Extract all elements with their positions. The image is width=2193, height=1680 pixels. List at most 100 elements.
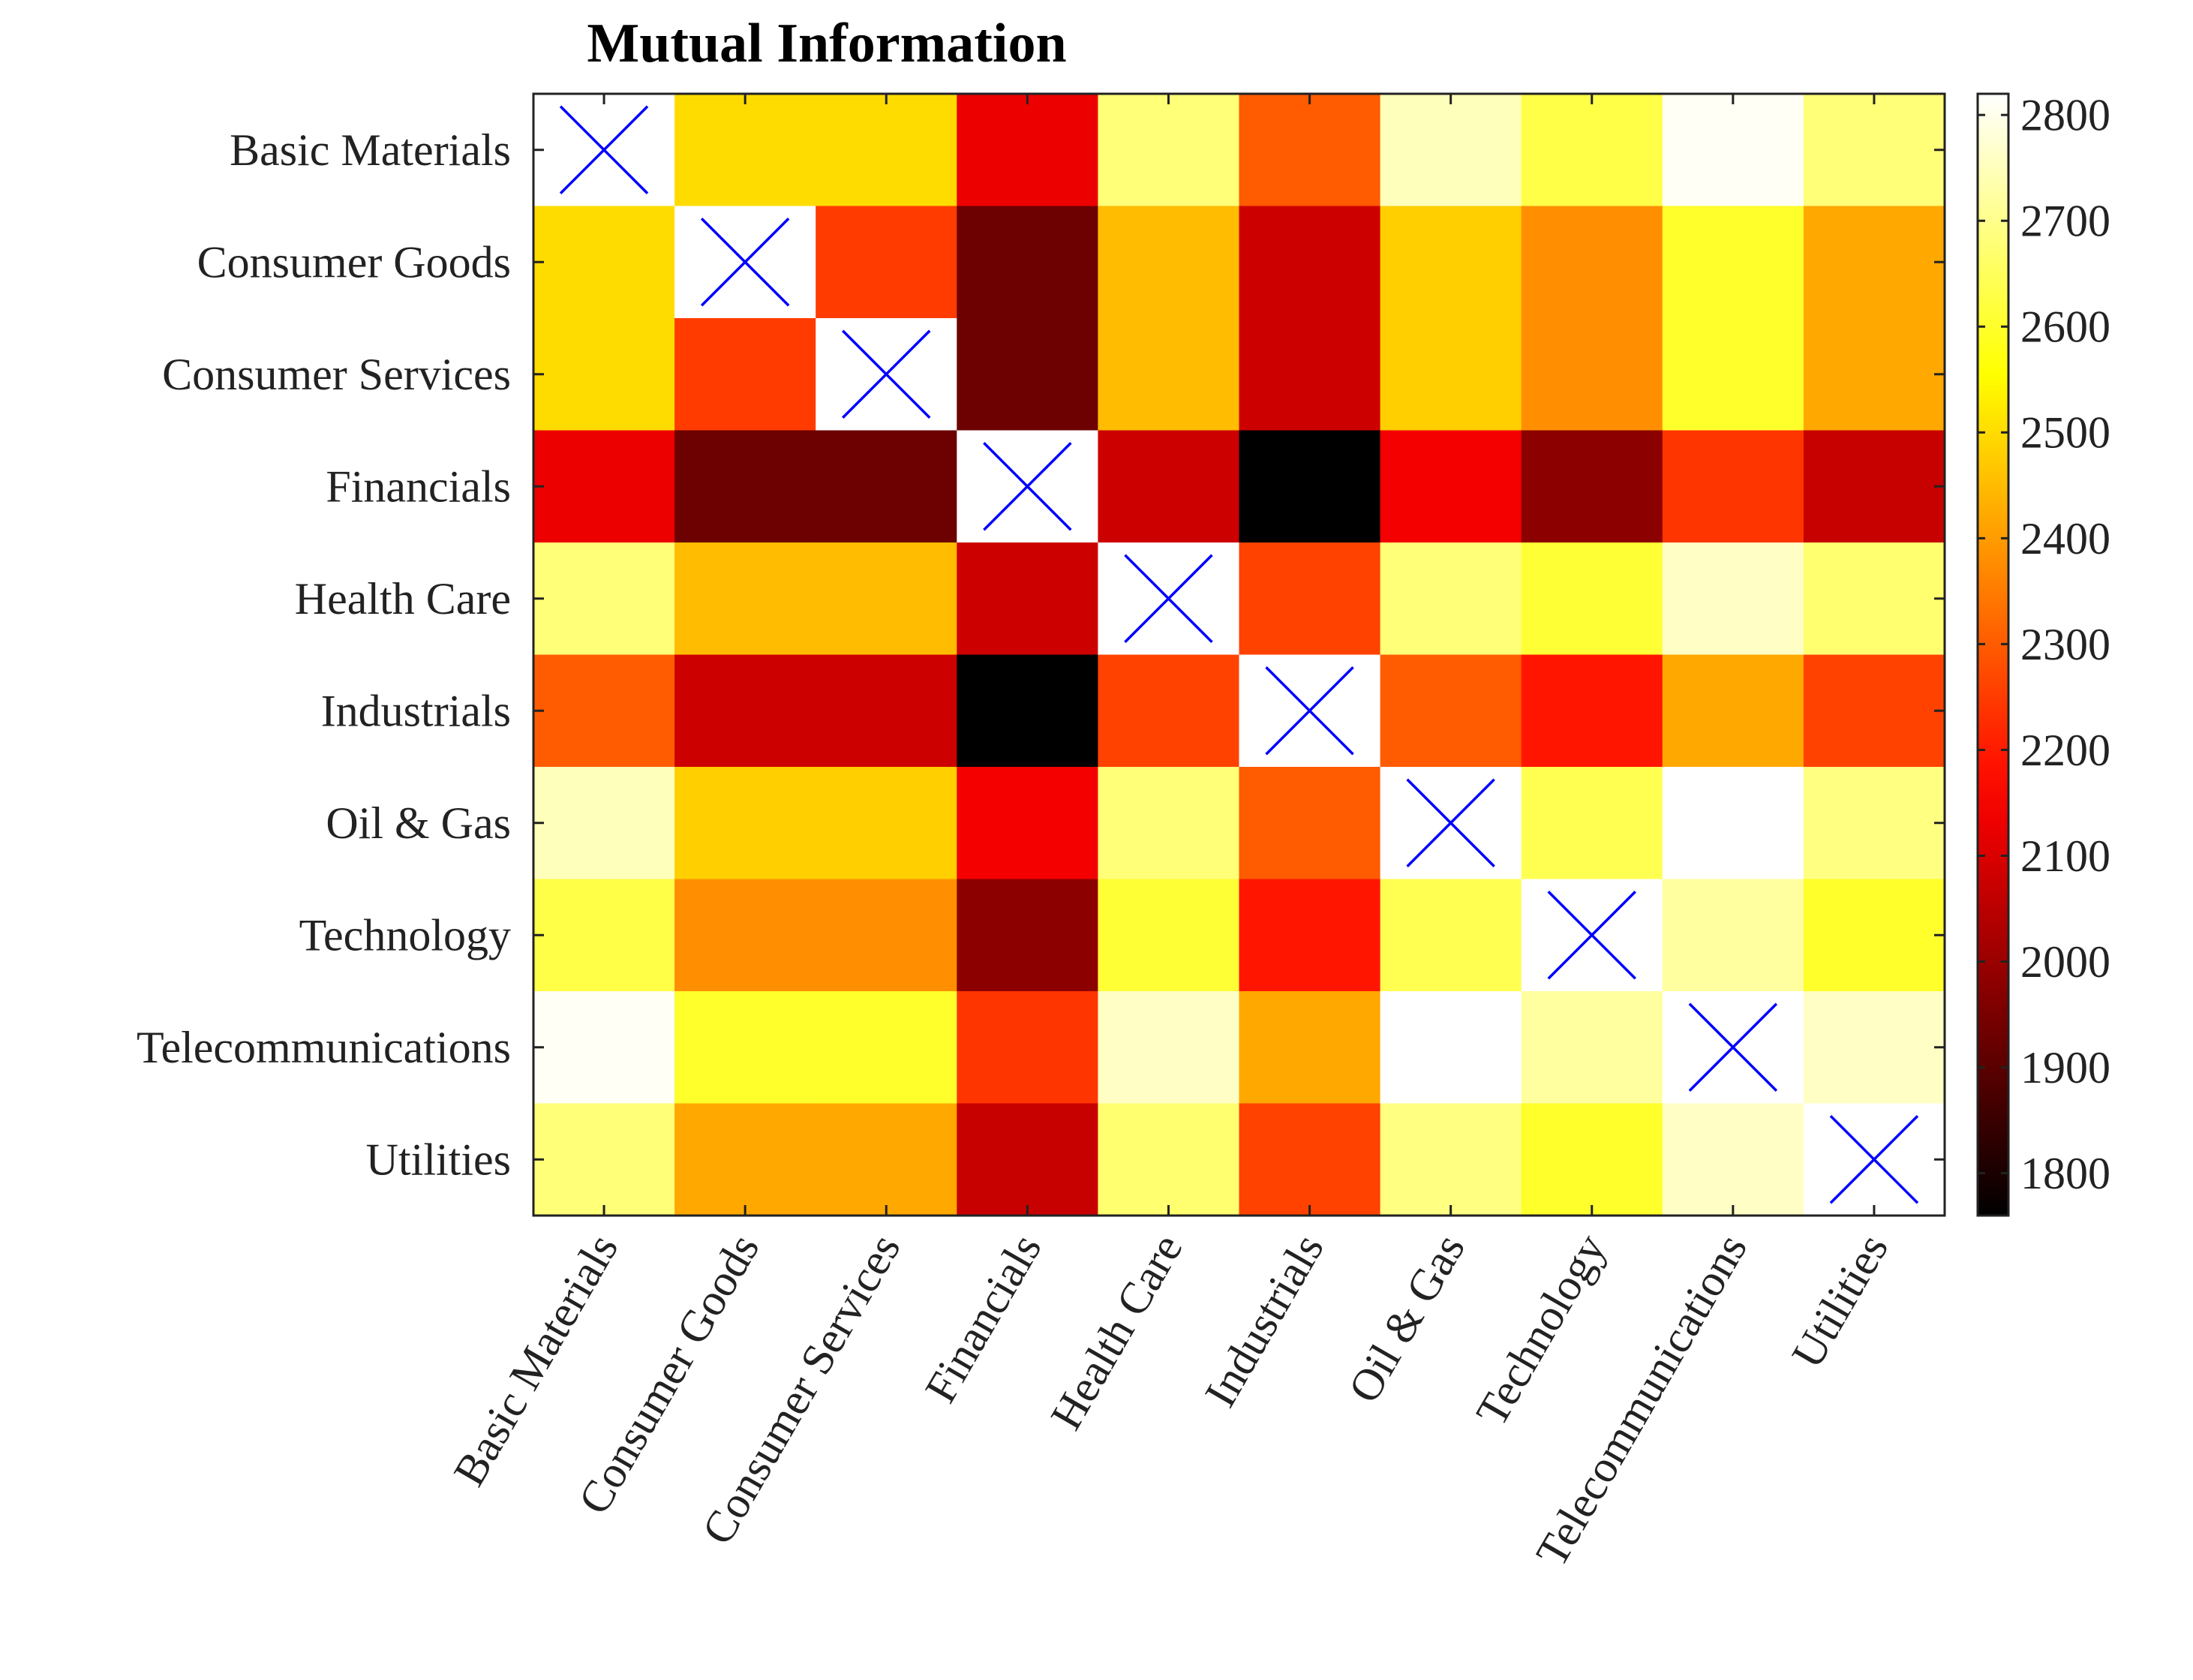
cell-utilities-financials (957, 1103, 1098, 1216)
cell-basic-materials-telecommunications (1662, 94, 1804, 207)
cell-telecommunications-consumer-services (816, 991, 957, 1104)
cell-consumer-goods-technology (1521, 206, 1663, 319)
cell-utilities-telecommunications (1662, 1103, 1804, 1216)
cell-consumer-goods-utilities (1803, 206, 1945, 319)
cell-consumer-services-technology (1521, 318, 1663, 431)
colorbar: 1800 1900 2000 2100 2200 2300 2400 2500 2600 2700… (1976, 91, 2110, 1217)
colorbar-tick-label-2200: 2200 (2020, 726, 2110, 775)
cell-technology-industrials (1239, 879, 1381, 992)
cell-health-care-financials (957, 542, 1098, 656)
y-tick-label-health-care: Health Care (295, 574, 511, 624)
cell-industrials-basic-materials (533, 654, 675, 768)
cell-industrials-consumer-services (816, 654, 957, 768)
cell-oil-and-gas-consumer-services (816, 767, 957, 880)
diagonal-x-marker (700, 218, 790, 307)
cell-industrials-financials (957, 654, 1098, 768)
chart-title: Mutual Information (587, 13, 1066, 74)
cell-basic-materials-health-care (1098, 94, 1240, 207)
cell-consumer-goods-oil-and-gas (1380, 206, 1522, 319)
x-tick-label-utilities: Utilities (1782, 1226, 1897, 1376)
cell-technology-utilities (1803, 879, 1945, 992)
cell-oil-and-gas-utilities (1803, 767, 1945, 880)
cell-utilities-industrials (1239, 1103, 1381, 1216)
y-tick-label-technology: Technology (299, 911, 511, 960)
cell-telecommunications-financials (957, 991, 1098, 1104)
diagonal-markers (559, 105, 1919, 1204)
colorbar-tick-label-2600: 2600 (2020, 302, 2110, 352)
plot-frame (532, 92, 1946, 1217)
x-tick-label-financials: Financials (915, 1226, 1050, 1411)
cell-consumer-services-industrials (1239, 318, 1381, 431)
x-tick-label-industrials: Industrials (1195, 1226, 1333, 1415)
cell-technology-oil-and-gas (1380, 879, 1522, 992)
cell-basic-materials-oil-and-gas (1380, 94, 1522, 207)
cell-health-care-consumer-services (816, 542, 957, 656)
diagonal-x-marker (842, 329, 931, 419)
cell-industrials-oil-and-gas (1380, 654, 1522, 768)
cell-health-care-consumer-goods (674, 542, 816, 656)
cell-technology-financials (957, 879, 1098, 992)
cell-financials-utilities (1803, 430, 1945, 543)
cell-telecommunications-health-care (1098, 991, 1240, 1104)
cell-oil-and-gas-telecommunications (1662, 767, 1804, 880)
cell-consumer-services-oil-and-gas (1380, 318, 1522, 431)
cell-oil-and-gas-basic-materials (533, 767, 675, 880)
cell-consumer-services-health-care (1098, 318, 1240, 431)
colorbar-tick-label-2100: 2100 (2020, 831, 2110, 881)
cell-financials-basic-materials (533, 430, 675, 543)
y-tick-label-consumer-services: Consumer Services (162, 350, 511, 399)
cell-telecommunications-technology (1521, 991, 1663, 1104)
cell-basic-materials-industrials (1239, 94, 1381, 207)
cell-health-care-industrials (1239, 542, 1381, 656)
cell-health-care-telecommunications (1662, 542, 1804, 656)
cell-technology-health-care (1098, 879, 1240, 992)
cell-financials-industrials (1239, 430, 1381, 543)
y-tick-label-telecommunications: Telecommunications (137, 1023, 511, 1072)
cell-consumer-services-consumer-goods (674, 318, 816, 431)
diagonal-x-marker (1547, 891, 1636, 980)
cell-health-care-basic-materials (533, 542, 675, 656)
cell-telecommunications-oil-and-gas (1380, 991, 1522, 1104)
cell-basic-materials-consumer-goods (674, 94, 816, 207)
cell-financials-technology (1521, 430, 1663, 543)
cell-consumer-services-basic-materials (533, 318, 675, 431)
cell-telecommunications-utilities (1803, 991, 1945, 1104)
colorbar-tick-label-1800: 1800 (2020, 1149, 2110, 1198)
cell-utilities-consumer-goods (674, 1103, 816, 1216)
cell-financials-consumer-services (816, 430, 957, 543)
cell-financials-telecommunications (1662, 430, 1804, 543)
cell-industrials-utilities (1803, 654, 1945, 768)
cell-consumer-goods-consumer-services (816, 206, 957, 319)
cell-consumer-goods-industrials (1239, 206, 1381, 319)
cell-telecommunications-consumer-goods (674, 991, 816, 1104)
cell-technology-consumer-services (816, 879, 957, 992)
cell-utilities-oil-and-gas (1380, 1103, 1522, 1216)
cell-consumer-services-financials (957, 318, 1098, 431)
x-tick-label-technology: Technology (1467, 1226, 1615, 1435)
cell-oil-and-gas-technology (1521, 767, 1663, 880)
cell-industrials-consumer-goods (674, 654, 816, 768)
colorbar-tick-label-2800: 2800 (2020, 91, 2110, 140)
cell-consumer-goods-financials (957, 206, 1098, 319)
diagonal-x-marker (1829, 1115, 1919, 1204)
cell-telecommunications-industrials (1239, 991, 1381, 1104)
cell-basic-materials-financials (957, 94, 1098, 207)
cell-basic-materials-utilities (1803, 94, 1945, 207)
diagonal-x-marker (1688, 1002, 1778, 1092)
colorbar-gradient (1976, 92, 2010, 1217)
cell-oil-and-gas-financials (957, 767, 1098, 880)
colorbar-tick-label-2300: 2300 (2020, 620, 2110, 669)
y-tick-label-industrials: Industrials (321, 687, 511, 736)
cell-technology-telecommunications (1662, 879, 1804, 992)
diagonal-x-marker (1124, 554, 1213, 643)
colorbar-tick-label-2000: 2000 (2020, 937, 2110, 987)
y-tick-label-oil-and-gas: Oil & Gas (326, 798, 511, 848)
cell-financials-oil-and-gas (1380, 430, 1522, 543)
diagonal-x-marker (1265, 666, 1354, 756)
cell-industrials-telecommunications (1662, 654, 1804, 768)
cell-oil-and-gas-consumer-goods (674, 767, 816, 880)
cell-utilities-consumer-services (816, 1103, 957, 1216)
cell-oil-and-gas-industrials (1239, 767, 1381, 880)
y-tick-label-financials: Financials (326, 462, 511, 512)
